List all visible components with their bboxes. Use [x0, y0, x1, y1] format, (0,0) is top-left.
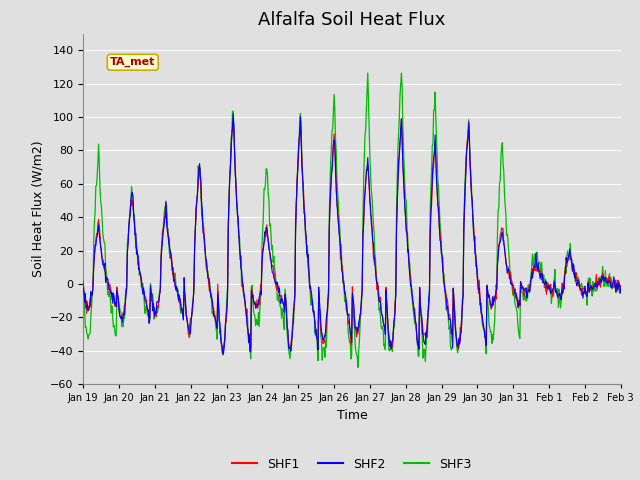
SHF1 [409, 293, 417, 299]
SHF2 [409, 299, 417, 305]
Line: SHF1: SHF1 [83, 119, 621, 350]
SHF2 [229, 111, 237, 117]
SHF2 [79, 285, 87, 290]
SHF3 [241, 300, 249, 305]
Text: TA_met: TA_met [110, 57, 156, 67]
Title: Alfalfa Soil Heat Flux: Alfalfa Soil Heat Flux [259, 11, 445, 29]
SHF3 [268, 247, 276, 252]
SHF1 [79, 278, 87, 284]
SHF1 [243, 308, 250, 313]
SHF1 [439, 269, 447, 275]
Legend: SHF1, SHF2, SHF3: SHF1, SHF2, SHF3 [227, 453, 477, 476]
SHF1 [229, 116, 237, 121]
SHF2 [617, 290, 625, 296]
SHF3 [354, 364, 362, 370]
Y-axis label: Soil Heat Flux (W/m2): Soil Heat Flux (W/m2) [31, 141, 44, 277]
SHF3 [79, 277, 87, 283]
SHF1 [269, 263, 277, 269]
SHF3 [364, 70, 372, 76]
SHF2 [290, 311, 298, 317]
SHF3 [288, 327, 296, 333]
SHF1 [220, 348, 227, 353]
SHF2 [439, 264, 447, 270]
SHF3 [143, 305, 150, 311]
SHF3 [409, 302, 417, 308]
SHF2 [243, 316, 250, 322]
Line: SHF3: SHF3 [83, 73, 621, 367]
X-axis label: Time: Time [337, 408, 367, 421]
SHF3 [617, 284, 625, 289]
SHF3 [439, 254, 447, 260]
SHF2 [220, 351, 227, 357]
SHF1 [617, 283, 625, 289]
SHF2 [269, 270, 277, 276]
SHF2 [143, 301, 150, 307]
Line: SHF2: SHF2 [83, 114, 621, 354]
SHF1 [143, 297, 150, 303]
SHF1 [290, 306, 298, 312]
